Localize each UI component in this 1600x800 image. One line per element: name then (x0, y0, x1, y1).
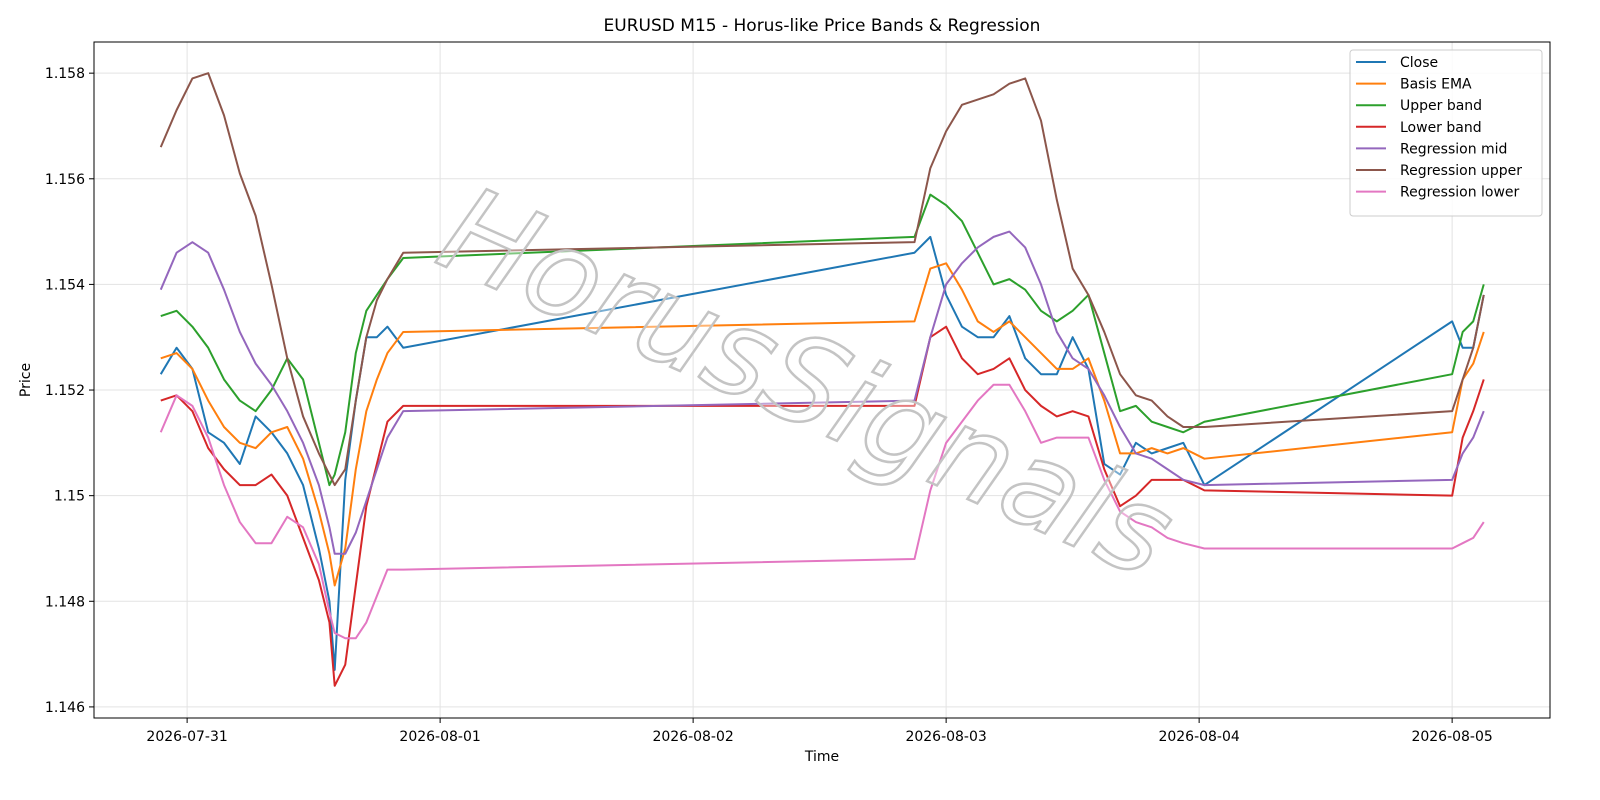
chart-title: EURUSD M15 - Horus-like Price Bands & Re… (604, 16, 1041, 36)
series-line (160, 193, 1485, 487)
y-tick-label: 1.148 (45, 594, 85, 610)
y-tick-label: 1.156 (45, 172, 85, 188)
watermark: HorusSignals (421, 160, 1193, 605)
y-axis-label: Price (18, 363, 34, 397)
legend-label: Regression mid (1400, 141, 1507, 157)
legend-label: Regression lower (1400, 185, 1520, 201)
legend-label: Basis EMA (1400, 77, 1472, 93)
y-tick-label: 1.146 (45, 700, 85, 716)
series-line (159, 230, 1485, 555)
y-tick-label: 1.158 (45, 66, 85, 82)
y-tick-label: 1.152 (45, 383, 85, 399)
x-tick-label: 2026-08-02 (652, 729, 733, 745)
x-tick-label: 2026-08-01 (399, 729, 480, 745)
x-axis-label: Time (804, 749, 839, 765)
plot-frame (93, 41, 1551, 719)
x-tick-label: 2026-08-03 (905, 729, 986, 745)
series-line (160, 262, 1485, 587)
legend-label: Close (1400, 55, 1438, 71)
series-line (159, 383, 1485, 640)
x-tick-label: 2026-07-31 (146, 729, 227, 745)
x-tick-label: 2026-08-04 (1158, 729, 1239, 745)
x-tick-label: 2026-08-05 (1411, 729, 1492, 745)
legend-box (1349, 49, 1543, 217)
legend-label: Lower band (1400, 120, 1482, 136)
series-line (159, 72, 1485, 487)
legend-label: Upper band (1400, 98, 1482, 114)
y-tick-label: 1.154 (45, 277, 85, 293)
series-line (160, 325, 1485, 687)
legend-label: Regression upper (1400, 163, 1522, 179)
y-tick-label: 1.15 (54, 489, 85, 505)
